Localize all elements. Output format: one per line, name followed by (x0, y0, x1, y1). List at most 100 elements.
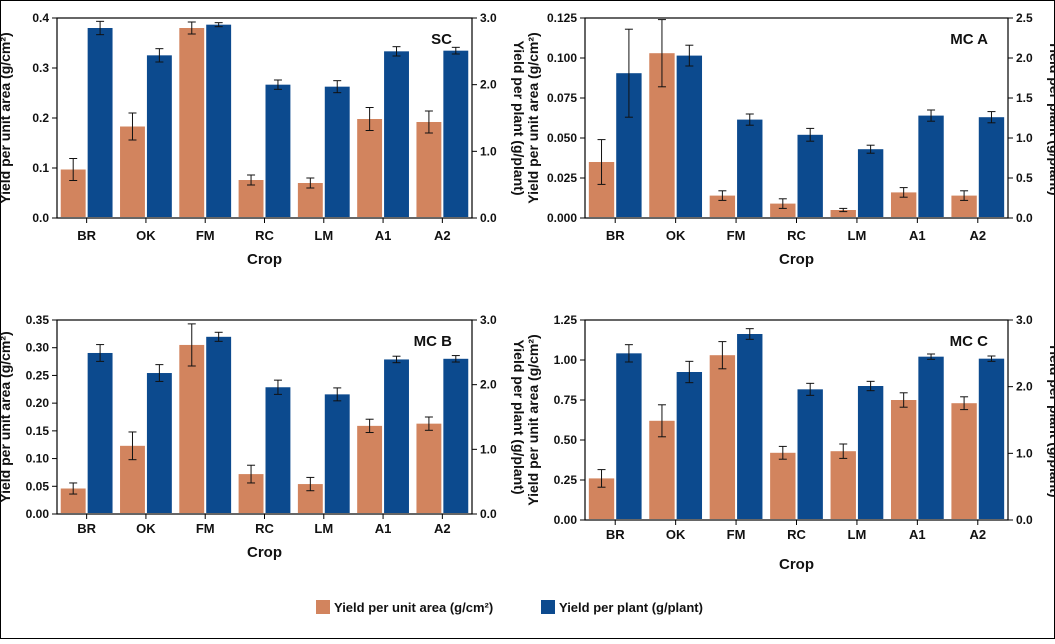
legend-label-area: Yield per unit area (g/cm²) (334, 600, 493, 615)
bar-yield-plant-A1 (918, 115, 944, 217)
left-tick-label: 0.100 (547, 51, 577, 65)
bar-yield-area-FM (179, 28, 205, 217)
bar-yield-area-A2 (951, 195, 977, 217)
right-tick-label: 3.0 (480, 11, 497, 25)
bar-yield-plant-BR (87, 352, 113, 513)
right-tick-label: 0.0 (480, 211, 497, 225)
bar-yield-plant-RC (797, 134, 823, 217)
x-tick-label-A2: A2 (969, 527, 986, 542)
x-tick-label-OK: OK (666, 527, 686, 542)
bar-yield-plant-FM (737, 119, 763, 217)
bar-yield-area-A2 (416, 423, 442, 513)
x-tick-label-A1: A1 (909, 527, 926, 542)
bar-yield-plant-OK (676, 372, 703, 519)
bar-yield-plant-OK (146, 55, 172, 218)
bar-yield-plant-OK (146, 373, 172, 513)
right-tick-label: 2.5 (1016, 11, 1033, 25)
x-tick-label-LM: LM (314, 228, 333, 243)
bar-yield-area-A1 (357, 119, 383, 217)
y-axis-label-right: Yield per plant (g/plant) (511, 40, 527, 195)
bar-yield-area-RC (770, 452, 796, 519)
chart-panel-3: MC C 0.00 0.25 0.50 0.75 1.00 1.25 0.0 1.0 2.0 3.0… (525, 313, 1055, 573)
chart-panel-0: SC 0.0 0.1 0.2 0.3 0.4 0.0 1.0 2.0 3.0 Yield per u… (0, 11, 527, 268)
x-tick-label-A1: A1 (909, 228, 926, 243)
left-tick-label: 0.050 (547, 131, 577, 145)
x-tick-label-LM: LM (848, 527, 867, 542)
x-tick-label-OK: OK (136, 228, 156, 243)
left-tick-label: 0.025 (547, 171, 577, 185)
x-tick-label-LM: LM (848, 228, 867, 243)
left-tick-label: 1.00 (554, 353, 578, 367)
y-axis-label-left: Yield per unit area (g/cm²) (525, 32, 541, 203)
right-tick-label: 1.0 (480, 442, 497, 456)
bar-yield-area-A1 (357, 425, 383, 513)
x-tick-label-BR: BR (606, 228, 625, 243)
bar-yield-plant-FM (206, 336, 232, 513)
x-tick-label-A2: A2 (969, 228, 986, 243)
x-tick-label-LM: LM (314, 521, 333, 536)
bar-yield-plant-RC (265, 387, 291, 513)
bar-yield-plant-LM (857, 149, 884, 217)
x-axis-label: Crop (247, 251, 282, 268)
bar-yield-plant-RC (797, 389, 823, 519)
left-tick-label: 0.075 (547, 91, 577, 105)
bar-yield-plant-A2 (443, 358, 469, 513)
bar-yield-area-FM (709, 355, 736, 519)
right-tick-label: 0.5 (1016, 171, 1033, 185)
bar-yield-area-RC (770, 203, 796, 217)
chart-panel-2: MC B 0.00 0.05 0.10 0.15 0.20 0.25 0.30 0.35 0.0 1… (0, 313, 527, 561)
y-axis-label-left: Yield per unit area (g/cm²) (0, 331, 13, 502)
bar-yield-area-LM (830, 451, 856, 519)
x-axis-label: Crop (247, 544, 282, 561)
right-tick-label: 2.0 (1016, 51, 1033, 65)
x-tick-label-OK: OK (666, 228, 686, 243)
bar-yield-plant-BR (616, 353, 642, 519)
x-tick-label-BR: BR (77, 521, 96, 536)
left-tick-label: 0.0 (32, 211, 49, 225)
left-tick-label: 0.50 (554, 433, 578, 447)
bar-yield-plant-BR (87, 28, 113, 217)
left-tick-label: 0.4 (32, 11, 49, 25)
bar-yield-area-LM (297, 183, 323, 217)
right-tick-label: 2.0 (480, 378, 497, 392)
right-tick-label: 3.0 (480, 313, 497, 327)
panel-title: MC C (950, 333, 988, 350)
bar-yield-area-A2 (951, 403, 977, 519)
x-tick-label-A1: A1 (375, 228, 392, 243)
x-tick-label-BR: BR (606, 527, 625, 542)
x-axis-label: Crop (779, 556, 814, 573)
left-tick-label: 0.20 (26, 396, 50, 410)
bar-yield-plant-LM (857, 386, 884, 519)
bar-yield-plant-A2 (443, 50, 469, 217)
right-tick-label: 0.0 (1016, 513, 1033, 527)
bar-yield-plant-A1 (918, 356, 944, 519)
right-tick-label: 3.0 (1016, 313, 1033, 327)
x-tick-label-FM: FM (196, 228, 215, 243)
legend: Yield per unit area (g/cm²) Yield per pl… (316, 600, 703, 615)
bar-yield-plant-LM (324, 394, 350, 513)
x-tick-label-FM: FM (196, 521, 215, 536)
left-tick-label: 0.05 (26, 479, 50, 493)
bar-yield-area-FM (179, 344, 205, 513)
bar-yield-plant-A2 (978, 117, 1005, 217)
right-tick-label: 0.0 (480, 507, 497, 521)
x-tick-label-RC: RC (255, 521, 274, 536)
x-tick-label-A1: A1 (375, 521, 392, 536)
legend-swatch-plant (541, 600, 555, 614)
left-tick-label: 0.30 (26, 341, 50, 355)
right-tick-label: 0.0 (1016, 211, 1033, 225)
right-tick-label: 1.5 (1016, 91, 1033, 105)
bar-yield-plant-FM (206, 24, 232, 217)
right-tick-label: 1.0 (480, 144, 497, 158)
right-tick-label: 1.0 (1016, 446, 1033, 460)
y-axis-label-right: Yield per plant (g/plant) (511, 339, 527, 494)
y-axis-label-right: Yield per plant (g/plant) (1047, 342, 1055, 497)
x-tick-label-A2: A2 (434, 228, 451, 243)
right-tick-label: 2.0 (1016, 380, 1033, 394)
x-tick-label-RC: RC (787, 228, 806, 243)
x-tick-label-BR: BR (77, 228, 96, 243)
right-tick-label: 2.0 (480, 78, 497, 92)
left-tick-label: 0.2 (32, 111, 49, 125)
